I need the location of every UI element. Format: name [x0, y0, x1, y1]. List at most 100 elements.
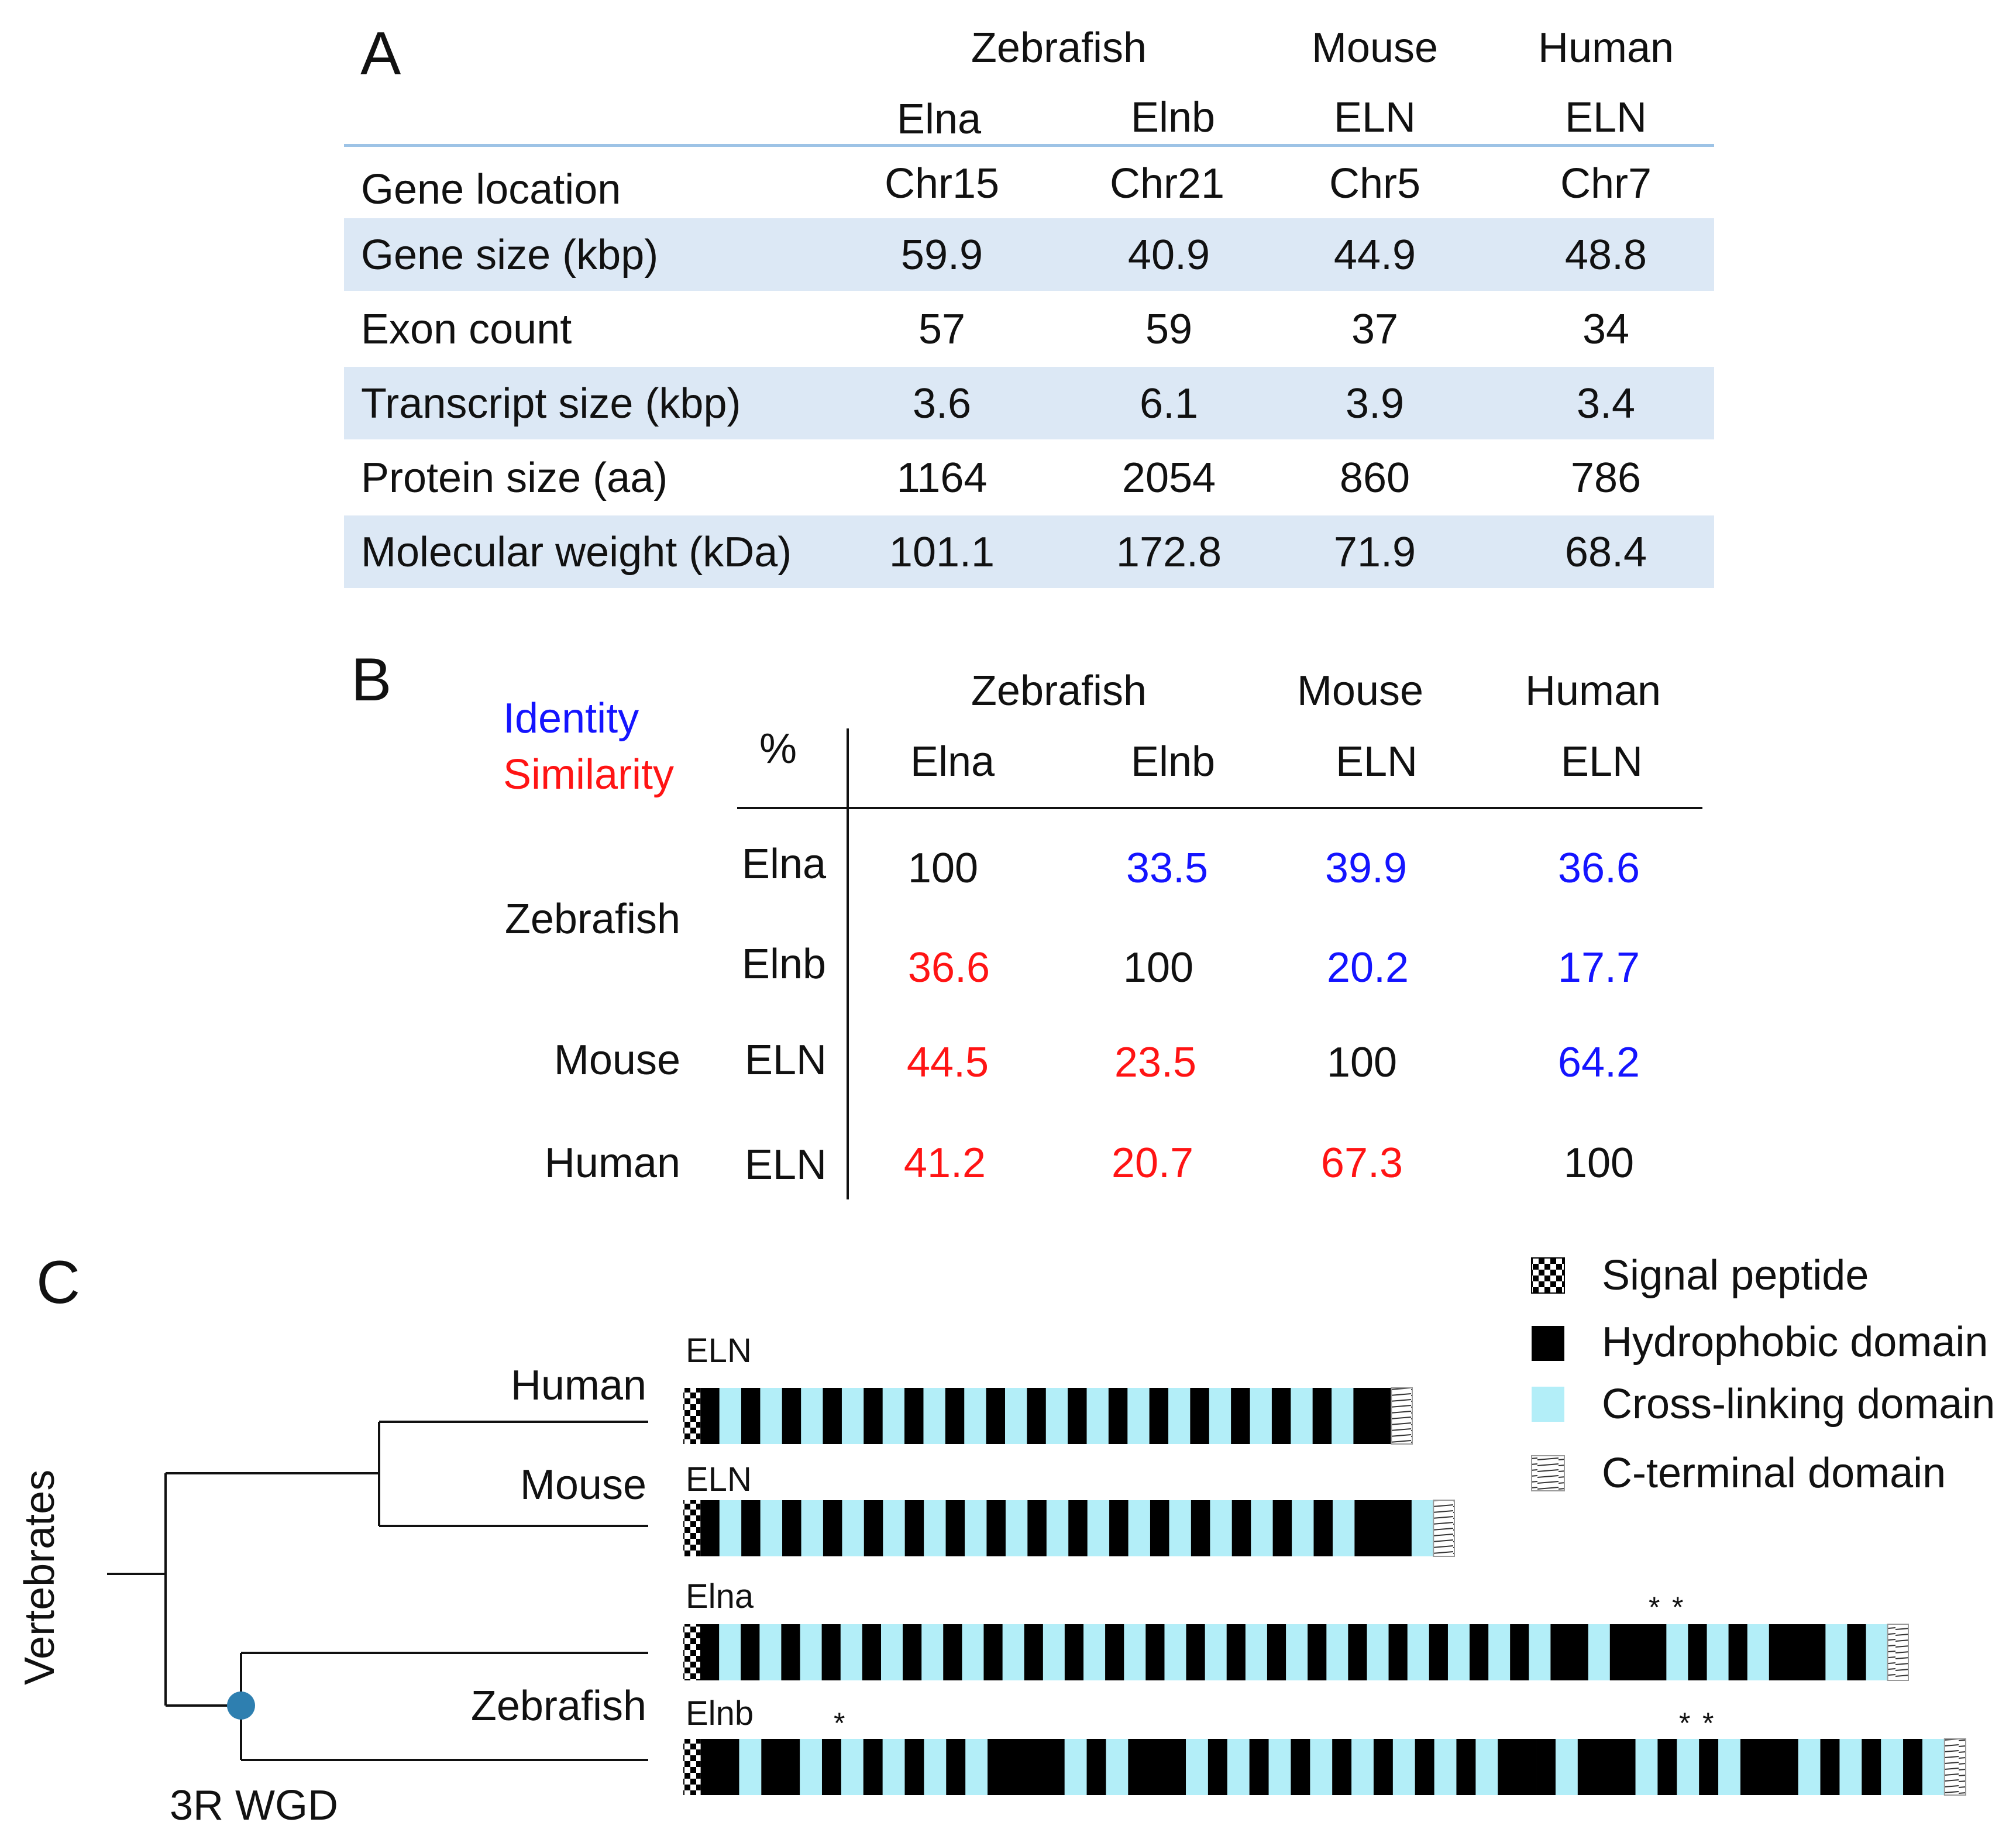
- legend-hydrophobic: Hydrophobic domain: [1602, 1319, 1989, 1366]
- domain-bar-mouse-eln: [683, 1500, 1455, 1557]
- cross-linking-segment: [1227, 1739, 1250, 1795]
- b-matrix-cell: 100: [907, 845, 979, 892]
- hydrophobic-segment: [1026, 1739, 1046, 1795]
- hydrophobic-segment: [1778, 1739, 1799, 1795]
- cross-linking-segment: [924, 1500, 946, 1556]
- b-matrix-cell: 100: [1563, 1140, 1635, 1187]
- hydrophobic-segment: [1373, 1739, 1394, 1795]
- star-elnb-2: *: [1679, 1707, 1691, 1739]
- cross-linking-segment: [1004, 1388, 1027, 1444]
- hydrophobic-segment: [1108, 1388, 1128, 1444]
- a-col-elnb: Elnb: [1130, 94, 1216, 141]
- star-elnb-3: *: [1702, 1707, 1714, 1739]
- hydrophobic-segment: [1807, 1624, 1826, 1680]
- hydrophobic-segment: [761, 1739, 781, 1795]
- hydrophobic-segment: [782, 1388, 801, 1444]
- hydrophobic-segment: [1597, 1739, 1617, 1795]
- cross-linking-segment: [1087, 1500, 1110, 1556]
- a-cell: 59.9: [900, 232, 983, 279]
- a-cell: Chr5: [1329, 160, 1421, 207]
- hydrophobic-segment: [1024, 1624, 1044, 1680]
- hydrophobic-segment: [945, 1388, 965, 1444]
- a-cell: 2054: [1121, 455, 1216, 501]
- cross-linking-segment: [800, 1624, 822, 1680]
- hydrophobic-segment: [1498, 1739, 1518, 1795]
- hydrophobic-segment: [1536, 1739, 1556, 1795]
- a-cell: 3.6: [912, 380, 972, 427]
- cross-linking-segment: [1392, 1739, 1415, 1795]
- hydrophobic-segment: [1207, 1739, 1228, 1795]
- hydrophobic-segment: [1145, 1624, 1165, 1680]
- cross-linking-segment: [1588, 1624, 1610, 1680]
- cross-linking-segment: [1881, 1739, 1904, 1795]
- cross-linking-segment: [1666, 1624, 1688, 1680]
- hydrophobic-segment: [1628, 1624, 1648, 1680]
- hydrophobic-segment: [946, 1739, 966, 1795]
- b-header-rule: [737, 807, 1702, 809]
- b-matrix-cell: 33.5: [1126, 845, 1209, 892]
- hydrophobic-segment: [1291, 1739, 1310, 1795]
- cross-linking-segment: [800, 1739, 822, 1795]
- cross-linking-segment: [760, 1500, 783, 1556]
- b-row-species-zebrafish: Zebrafish: [504, 896, 680, 943]
- a-row-label: Molecular weight (kDa): [361, 529, 792, 576]
- signal-peptide-segment: [683, 1500, 701, 1556]
- b-col-human-eln: ELN: [1560, 738, 1643, 785]
- cross-linking-segment: [1367, 1624, 1389, 1680]
- hydrophobic-segment: [1699, 1739, 1719, 1795]
- cross-linking-segment: [962, 1624, 984, 1680]
- cross-linking-segment: [1488, 1624, 1511, 1680]
- signal-peptide-icon: [1531, 1257, 1565, 1294]
- b-matrix-cell: 17.7: [1557, 944, 1640, 991]
- signal-peptide-segment: [683, 1624, 700, 1680]
- percent-label: %: [759, 726, 797, 772]
- b-matrix-cell: 39.9: [1324, 845, 1408, 892]
- hydrophobic-segment: [1740, 1739, 1760, 1795]
- b-vertical-rule: [847, 728, 849, 1199]
- cross-linking-segment: [1205, 1624, 1227, 1680]
- a-cell: 71.9: [1333, 529, 1416, 576]
- cross-linking-segment: [1164, 1624, 1186, 1680]
- hydrophobic-segment: [1267, 1624, 1286, 1680]
- b-matrix-cell: 44.5: [906, 1039, 989, 1086]
- cross-linking-segment: [924, 1739, 947, 1795]
- a-col-human-eln: ELN: [1564, 94, 1647, 141]
- hydrophobic-segment: [1510, 1624, 1529, 1680]
- cross-linking-segment: [1447, 1624, 1470, 1680]
- cross-linking-segment: [882, 1388, 905, 1444]
- cross-linking-segment: [1798, 1739, 1821, 1795]
- hydrophobic-segment: [863, 1388, 883, 1444]
- cross-linking-segment: [1209, 1388, 1231, 1444]
- hydrophobic-segment: [1027, 1500, 1047, 1556]
- hydrophobic-segment: [741, 1388, 761, 1444]
- hydrophobic-segment: [1045, 1739, 1065, 1795]
- panel-a-letter: A: [360, 20, 401, 88]
- hydrophobic-segment: [780, 1739, 800, 1795]
- hydrophobic-segment: [700, 1500, 720, 1556]
- a-cell: 786: [1570, 455, 1642, 501]
- b-matrix-cell: 100: [1123, 944, 1194, 991]
- a-cell: 3.9: [1345, 380, 1405, 427]
- domain-bar-elnb: [683, 1738, 1967, 1796]
- hydrophobic-segment: [1759, 1739, 1780, 1795]
- hydrophobic-segment: [1569, 1624, 1589, 1680]
- cross-linking-segment: [759, 1624, 782, 1680]
- cross-linking-segment: [719, 1624, 741, 1680]
- hydrophobic-segment: [1392, 1500, 1412, 1556]
- a-col-mouse-eln: ELN: [1333, 94, 1416, 141]
- b-row-gene-elna: Elna: [741, 841, 827, 888]
- cross-linking-segment: [1434, 1739, 1457, 1795]
- hydrophobic-segment: [1415, 1739, 1434, 1795]
- signal-peptide-segment: [683, 1739, 701, 1795]
- hydrophobic-segment: [904, 1500, 924, 1556]
- cross-linking-segment: [921, 1624, 944, 1680]
- cross-linking-segment: [1106, 1739, 1129, 1795]
- hydrophobic-segment: [986, 1388, 1006, 1444]
- b-group-zebrafish: Zebrafish: [971, 668, 1147, 714]
- legend-similarity: Similarity: [503, 751, 675, 798]
- protein-label-elna: Elna: [686, 1577, 754, 1615]
- hydrophobic-segment: [904, 1388, 924, 1444]
- hydrophobic-segment: [823, 1500, 842, 1556]
- hydrophobic-segment: [1787, 1624, 1807, 1680]
- c-terminal-segment: [1391, 1387, 1413, 1445]
